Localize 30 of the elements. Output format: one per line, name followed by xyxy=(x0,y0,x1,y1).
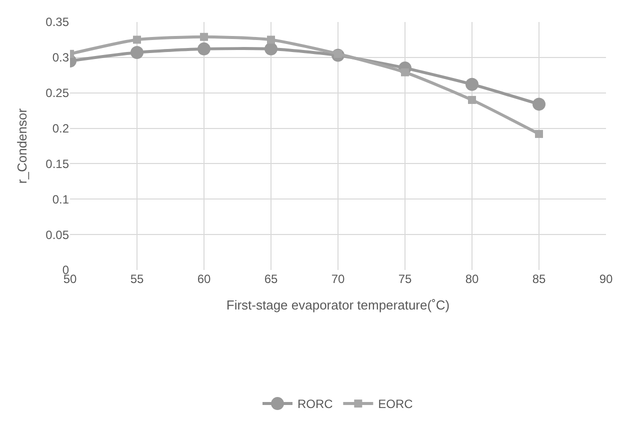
x-axis-title: First-stage evaporator temperature(˚C) xyxy=(226,298,450,313)
y-tick-label: 0.35 xyxy=(46,15,70,30)
point xyxy=(130,46,144,59)
y-tick-label: 0.1 xyxy=(52,192,70,206)
y-axis-title: r_Condensor xyxy=(14,108,30,184)
point xyxy=(133,36,141,44)
x-tick-label: 75 xyxy=(398,272,412,286)
x-tick-label: 55 xyxy=(130,272,144,286)
point xyxy=(401,68,409,76)
x-tick-label: 90 xyxy=(599,272,613,286)
point xyxy=(535,130,543,138)
y-tick-label: 0.2 xyxy=(52,121,70,136)
point xyxy=(466,78,478,91)
x-tick-label: 70 xyxy=(331,272,345,286)
y-tick-label: 0.3 xyxy=(52,50,70,65)
x-tick-label: 85 xyxy=(532,272,546,286)
legend-label: RORC xyxy=(298,397,334,412)
point xyxy=(198,42,210,56)
x-tick-label: 60 xyxy=(197,272,211,286)
point xyxy=(200,32,208,41)
y-tick-label: 0.05 xyxy=(46,228,70,242)
y-tick-label: 0.25 xyxy=(46,86,70,100)
point xyxy=(468,96,476,104)
legend-label: EORC xyxy=(378,397,414,412)
point xyxy=(264,42,278,56)
point xyxy=(532,98,546,111)
x-tick-label: 80 xyxy=(465,272,479,286)
x-tick-label: 65 xyxy=(264,272,278,286)
y-tick-label: 0.15 xyxy=(46,156,70,171)
point xyxy=(267,36,275,44)
